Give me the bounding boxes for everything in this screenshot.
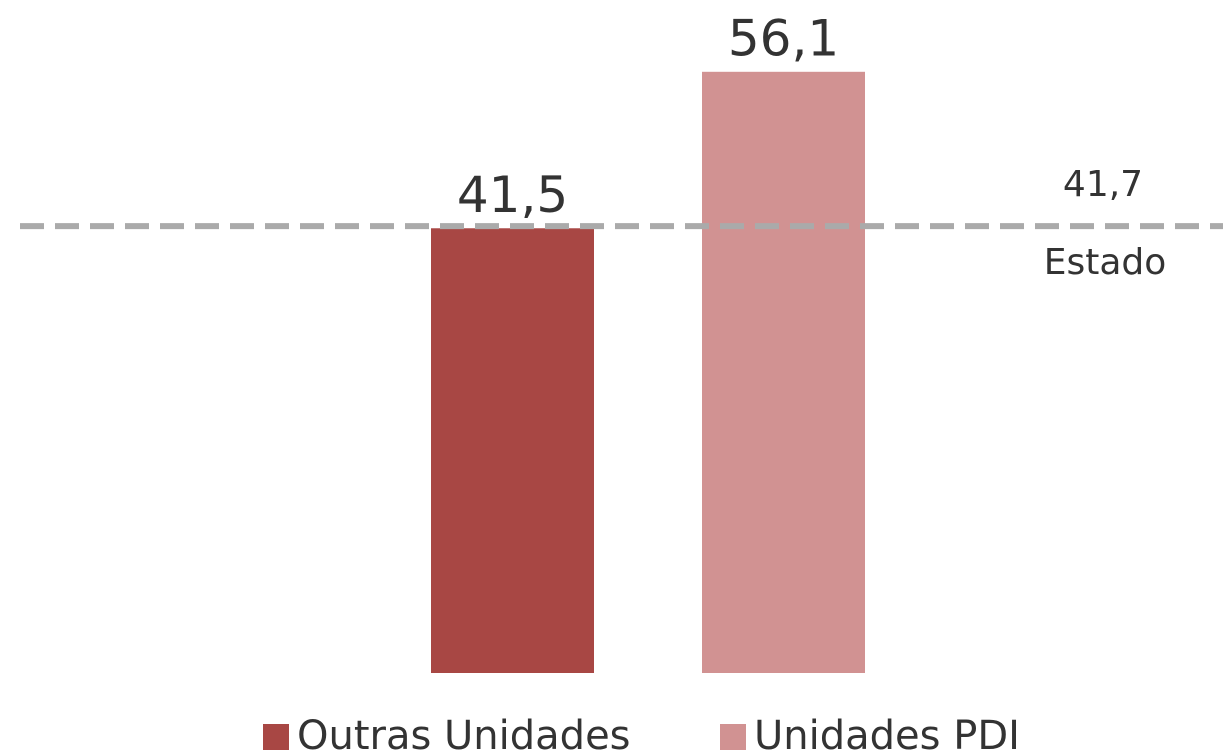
bar	[702, 71, 865, 673]
data-label: 56,1	[728, 9, 839, 67]
data-label: 41,5	[457, 166, 568, 224]
reference-name: Estado	[1044, 242, 1167, 283]
legend-swatch	[263, 724, 289, 750]
legend-swatch	[720, 724, 746, 750]
legend-label: Outras Unidades	[297, 713, 631, 752]
legend-label: Unidades PDI	[754, 713, 1020, 752]
reference-label: 41,7	[1063, 164, 1143, 205]
bar	[431, 228, 594, 673]
